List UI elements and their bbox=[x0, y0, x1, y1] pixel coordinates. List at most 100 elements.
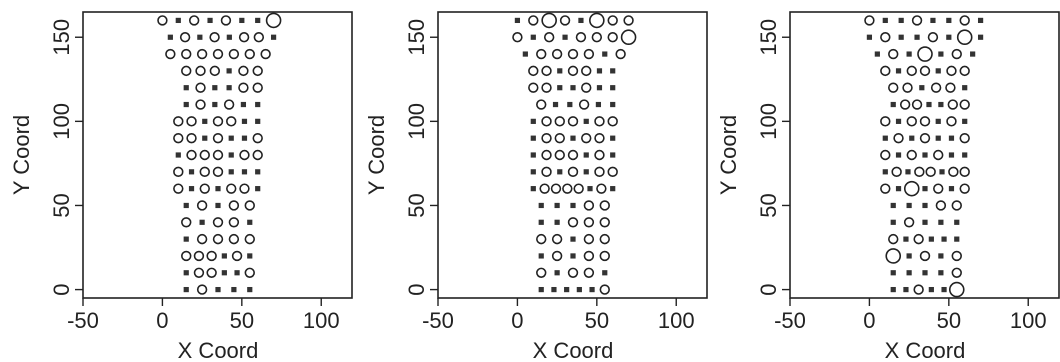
data-point bbox=[906, 116, 917, 127]
data-point bbox=[193, 250, 205, 262]
data-point bbox=[938, 270, 944, 276]
data-point bbox=[183, 270, 189, 276]
data-point bbox=[528, 82, 539, 93]
data-point bbox=[188, 186, 195, 192]
data-point bbox=[226, 34, 232, 40]
data-point bbox=[557, 169, 563, 175]
data-point bbox=[906, 51, 912, 57]
data-point bbox=[228, 200, 240, 211]
data-point bbox=[596, 183, 607, 194]
data-point bbox=[181, 217, 192, 228]
data-point bbox=[238, 65, 249, 77]
x-tick-label: 100 bbox=[1010, 308, 1047, 333]
data-point bbox=[880, 183, 891, 194]
data-point bbox=[199, 183, 210, 194]
chart-panel-2: -50 0 50 100 0 50 100 150 X Coord Y Coord bbox=[364, 11, 708, 362]
data-point bbox=[240, 101, 247, 108]
data-point bbox=[898, 34, 904, 40]
data-point bbox=[196, 48, 208, 60]
data-point bbox=[193, 267, 205, 278]
data-point bbox=[583, 169, 589, 175]
data-point bbox=[977, 17, 984, 24]
data-point bbox=[554, 132, 565, 144]
data-point bbox=[941, 236, 947, 242]
data-point bbox=[538, 202, 544, 209]
data-point bbox=[926, 101, 932, 108]
data-point bbox=[885, 248, 902, 264]
data-point bbox=[594, 149, 605, 161]
data-point bbox=[933, 183, 944, 194]
data-point bbox=[888, 48, 899, 60]
data-point bbox=[528, 65, 539, 77]
y-tick-label: 150 bbox=[756, 19, 781, 56]
x-tick-label: 100 bbox=[658, 308, 695, 333]
data-point bbox=[186, 116, 197, 127]
data-point bbox=[911, 99, 923, 110]
data-point bbox=[573, 183, 584, 194]
data-point bbox=[946, 17, 952, 24]
data-point bbox=[905, 169, 911, 175]
data-point bbox=[607, 32, 618, 43]
data-point bbox=[948, 152, 955, 158]
data-point bbox=[183, 202, 189, 209]
data-point bbox=[890, 202, 896, 209]
data-point bbox=[938, 219, 944, 225]
data-point bbox=[255, 17, 261, 24]
data-point bbox=[890, 101, 896, 108]
data-point bbox=[599, 284, 610, 295]
data-point bbox=[570, 236, 576, 242]
data-point bbox=[567, 166, 579, 178]
data-point bbox=[212, 166, 224, 178]
y-axis-title: Y Coord bbox=[716, 115, 741, 195]
data-point bbox=[541, 65, 552, 77]
data-point bbox=[928, 236, 934, 242]
data-point bbox=[890, 219, 896, 225]
data-point bbox=[183, 101, 189, 108]
data-point bbox=[260, 48, 271, 60]
data-point bbox=[241, 118, 248, 124]
data-point bbox=[252, 132, 263, 144]
data-point bbox=[265, 12, 282, 29]
data-point bbox=[895, 68, 902, 74]
data-point bbox=[583, 152, 589, 158]
data-point bbox=[183, 286, 189, 293]
data-point bbox=[610, 68, 616, 74]
data-point bbox=[959, 183, 970, 194]
data-point bbox=[244, 233, 255, 245]
y-tick-label: 150 bbox=[49, 19, 74, 56]
data-point bbox=[241, 169, 248, 175]
data-point bbox=[925, 166, 936, 178]
data-point bbox=[567, 116, 579, 127]
data-point bbox=[954, 236, 960, 242]
data-point bbox=[557, 68, 563, 74]
data-point bbox=[173, 116, 184, 127]
data-point bbox=[914, 166, 925, 178]
x-tick-label: 100 bbox=[303, 308, 340, 333]
data-point bbox=[221, 270, 227, 276]
data-point bbox=[195, 65, 206, 77]
data-point bbox=[864, 15, 875, 26]
data-point bbox=[909, 135, 915, 141]
data-point bbox=[927, 32, 939, 43]
data-point bbox=[209, 65, 221, 77]
data-point bbox=[183, 236, 189, 242]
y-tick-label: 0 bbox=[756, 283, 781, 295]
data-point bbox=[165, 48, 176, 60]
data-point bbox=[587, 186, 593, 192]
data-point bbox=[239, 17, 245, 24]
data-point bbox=[206, 250, 217, 262]
x-tick-label: -50 bbox=[67, 308, 99, 333]
data-point bbox=[959, 132, 970, 144]
data-point bbox=[599, 250, 610, 262]
y-axis-title: Y Coord bbox=[364, 115, 389, 195]
data-point bbox=[212, 48, 224, 60]
data-point bbox=[623, 15, 634, 26]
data-point bbox=[935, 68, 941, 74]
data-point bbox=[583, 48, 595, 60]
data-point bbox=[610, 101, 616, 108]
data-point bbox=[922, 270, 928, 276]
data-point bbox=[188, 15, 200, 26]
data-point bbox=[255, 169, 261, 175]
data-point bbox=[202, 135, 208, 141]
data-point bbox=[554, 116, 565, 127]
